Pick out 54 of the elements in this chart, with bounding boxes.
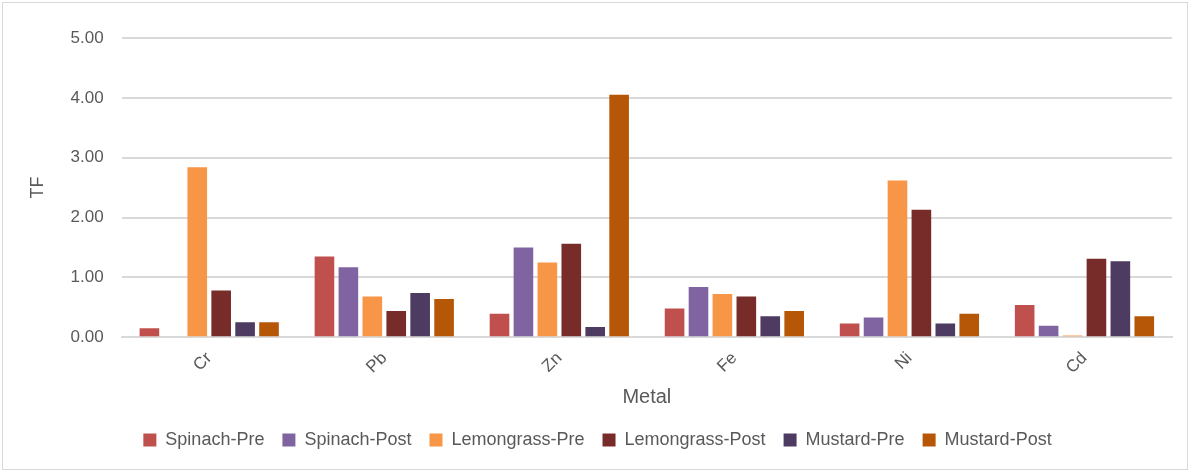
bar [664,308,685,337]
bar [489,313,510,337]
bar [139,328,160,337]
bar [688,286,709,337]
legend-label: Spinach-Post [304,428,412,449]
bar [537,262,558,337]
bar [434,298,454,337]
bar [1086,258,1107,337]
x-tick-label: Fe [713,348,741,376]
bar [211,290,231,337]
y-tick-label: 4.00 [70,87,104,107]
y-tick-label: 5.00 [70,27,104,47]
bar [1110,261,1131,337]
bar [1014,304,1035,337]
x-tick-label: Pb [362,348,391,377]
legend-label: Lemongrass-Pre [451,428,585,449]
bar [784,310,804,337]
y-tick-label: 3.00 [70,147,104,167]
bar [561,243,582,337]
bar [585,327,606,337]
bar [760,316,781,337]
bar [1038,325,1059,337]
y-tick-label: 2.00 [70,207,104,227]
bar [513,247,534,337]
x-tick-label: Zn [537,348,566,376]
bar [863,317,884,337]
bar [887,180,908,337]
bar [935,323,956,337]
bar [235,322,255,337]
x-axis-title: Metal [622,384,672,407]
bar [839,323,860,337]
bar [911,209,932,337]
bar [386,310,407,337]
bar [712,294,733,337]
bar [1134,316,1155,337]
legend-label: Mustard-Post [944,428,1052,449]
x-tick-label: Ni [890,348,916,373]
legend-label: Lemongrass-Post [624,428,766,449]
bar [959,313,980,337]
bar [736,296,757,337]
legend-label: Spinach-Pre [165,428,265,449]
bar [410,292,430,337]
bar [362,296,383,337]
bar [314,256,335,337]
y-tick-label: 1.00 [70,267,104,287]
x-tick-label: Cd [1061,348,1091,377]
bar [338,267,359,337]
bar [609,94,629,337]
y-axis-title: TF [26,176,47,199]
bar [187,167,208,337]
legend-label: Mustard-Pre [805,428,905,449]
x-tick-label: Cr [189,347,216,375]
y-tick-label: 0.00 [70,326,104,346]
bar [259,322,279,337]
